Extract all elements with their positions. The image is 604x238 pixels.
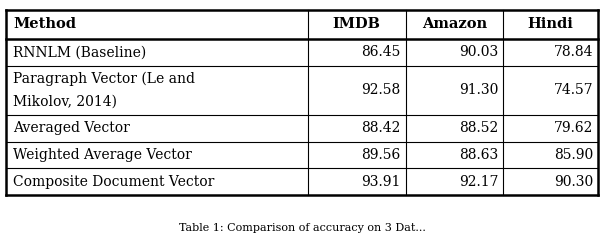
Text: Composite Document Vector: Composite Document Vector: [13, 175, 214, 189]
Text: 74.57: 74.57: [553, 83, 593, 97]
Text: Mikolov, 2014): Mikolov, 2014): [13, 95, 117, 109]
Text: 93.91: 93.91: [361, 175, 401, 189]
Text: 88.52: 88.52: [459, 121, 498, 135]
Text: IMDB: IMDB: [333, 17, 381, 31]
Text: Averaged Vector: Averaged Vector: [13, 121, 130, 135]
Text: 79.62: 79.62: [554, 121, 593, 135]
Text: 78.84: 78.84: [554, 45, 593, 59]
Text: Paragraph Vector (Le and: Paragraph Vector (Le and: [13, 72, 195, 86]
Text: Table 1: Comparison of accuracy on 3 Dat...: Table 1: Comparison of accuracy on 3 Dat…: [179, 223, 425, 233]
Text: 88.63: 88.63: [459, 148, 498, 162]
Text: Amazon: Amazon: [422, 17, 487, 31]
Text: 90.03: 90.03: [459, 45, 498, 59]
Text: RNNLM (Baseline): RNNLM (Baseline): [13, 45, 147, 59]
Text: Hindi: Hindi: [528, 17, 574, 31]
Text: 92.17: 92.17: [459, 175, 498, 189]
Text: 86.45: 86.45: [361, 45, 401, 59]
Text: 85.90: 85.90: [554, 148, 593, 162]
Text: Weighted Average Vector: Weighted Average Vector: [13, 148, 192, 162]
Text: 92.58: 92.58: [362, 83, 401, 97]
Text: Method: Method: [13, 17, 76, 31]
Text: 88.42: 88.42: [361, 121, 401, 135]
Text: 90.30: 90.30: [554, 175, 593, 189]
Text: 91.30: 91.30: [459, 83, 498, 97]
Text: 89.56: 89.56: [362, 148, 401, 162]
